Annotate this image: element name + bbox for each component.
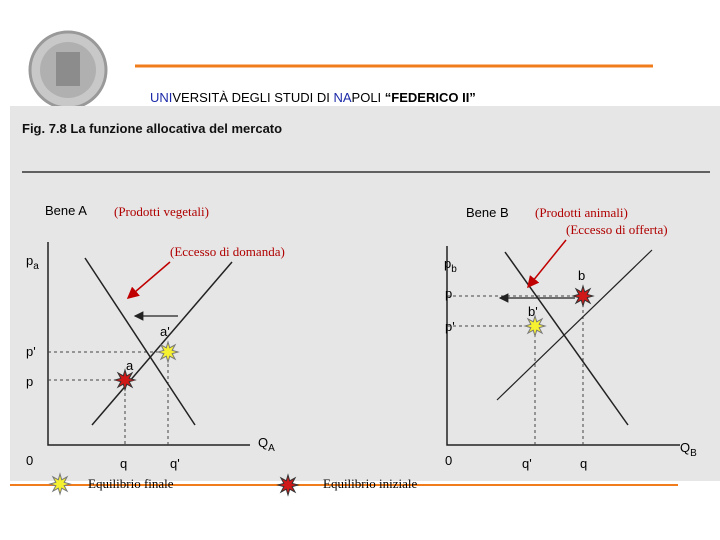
x-tick: q' [522, 456, 532, 471]
annotation: (Eccesso di domanda) [170, 244, 285, 259]
annotation-arrow [527, 239, 567, 289]
legend-label: Equilibrio iniziale [323, 476, 417, 491]
header-part: “FEDERICO II” [385, 90, 476, 105]
y-tick: 0 [445, 453, 452, 468]
guide-lines [447, 295, 584, 445]
header-part: UNI [150, 90, 172, 105]
y-axis-label: pb [444, 256, 457, 275]
equilibrium-marker [48, 472, 72, 496]
supply-curve [91, 261, 233, 426]
x-tick: q [580, 456, 587, 471]
figure-title: Fig. 7.8 La funzione allocativa del merc… [22, 121, 282, 136]
x-tick: q' [170, 456, 180, 471]
scan-background [10, 106, 720, 481]
point-label: a' [160, 324, 170, 339]
x-axis-label: QA [258, 435, 275, 454]
supply-curve [496, 249, 653, 401]
equilibrium-marker [523, 314, 547, 338]
header-part: NA [333, 90, 351, 105]
demand-curve [504, 251, 629, 426]
point-label: b' [528, 304, 538, 319]
annotation-arrow [126, 261, 171, 299]
y-tick: p [26, 374, 33, 389]
legend-label: Equilibrio finale [88, 476, 174, 491]
axes [47, 242, 250, 446]
axes [446, 246, 680, 446]
y-tick: p' [26, 344, 36, 359]
panel-title: Bene A [45, 203, 87, 218]
panel-a: Bene A (Prodotti vegetali) (Eccesso di d… [26, 203, 285, 471]
panel-title: Bene B [466, 205, 509, 220]
x-axis-label: QB [680, 440, 697, 459]
annotation: (Eccesso di offerta) [566, 222, 668, 237]
y-tick: p [445, 286, 452, 301]
equilibrium-marker [113, 368, 137, 392]
equilibrium-marker [156, 340, 180, 364]
demand-curve [84, 257, 196, 426]
annotation: (Prodotti vegetali) [114, 204, 209, 219]
header-part: VERSITÀ DEGLI STUDI DI [172, 90, 333, 105]
header-part: POLI [352, 90, 385, 105]
equilibrium-marker [276, 473, 300, 497]
annotation: (Prodotti animali) [535, 205, 628, 220]
point-label: b [578, 268, 585, 283]
equilibrium-marker [571, 284, 595, 308]
panel-b: Bene B (Prodotti animali) (Eccesso di of… [444, 205, 697, 471]
y-tick: 0 [26, 453, 33, 468]
y-axis-label: pa [26, 253, 39, 272]
x-tick: q [120, 456, 127, 471]
stars [48, 284, 595, 497]
y-tick: p' [445, 319, 455, 334]
logo [28, 30, 108, 110]
header-title: UNIVERSITÀ DEGLI STUDI DI NAPOLI “FEDERI… [150, 90, 476, 105]
point-label: a [126, 358, 134, 373]
